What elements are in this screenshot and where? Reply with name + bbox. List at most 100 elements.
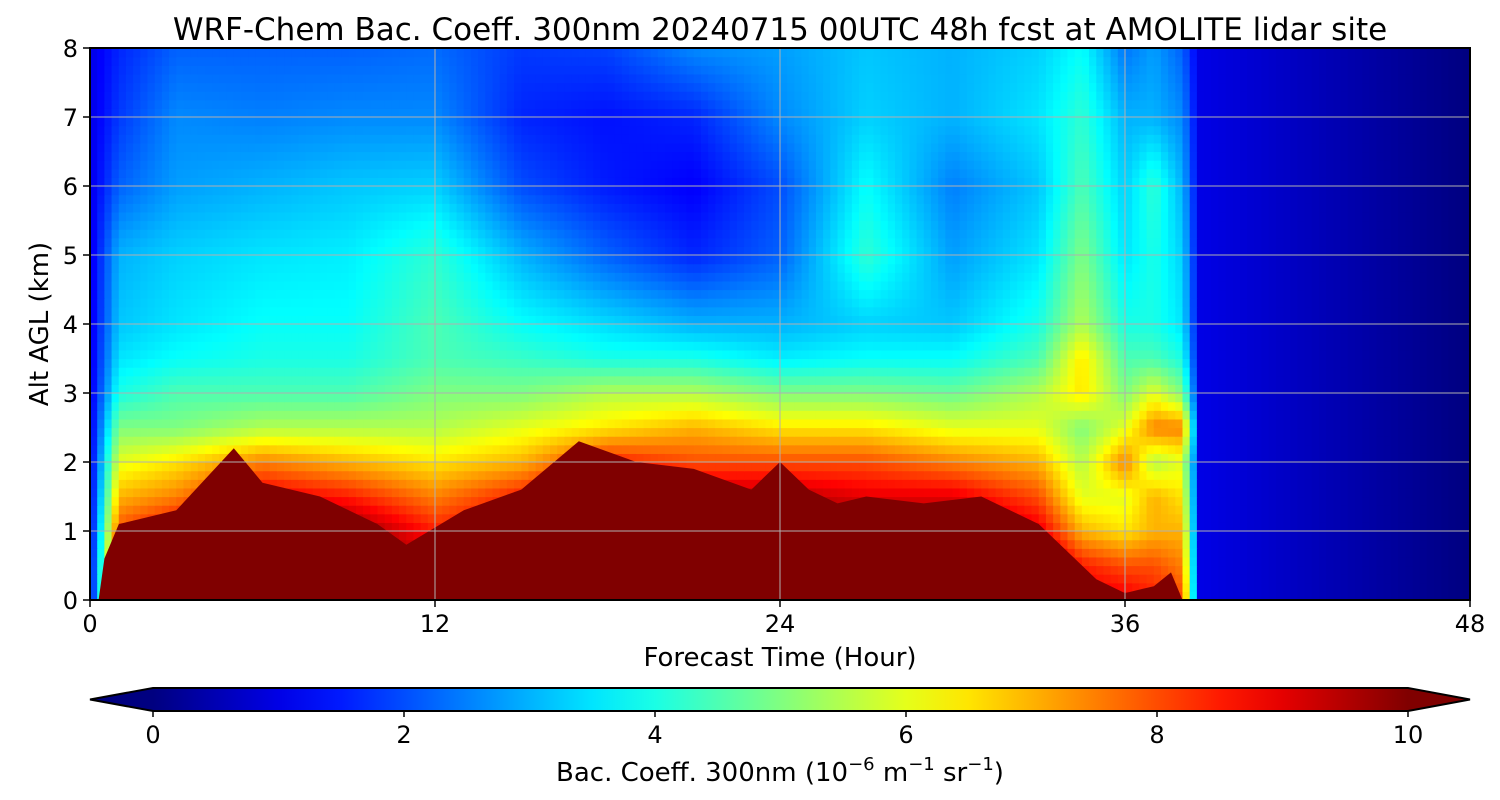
heatmap-cell — [528, 436, 537, 446]
heatmap-cell — [665, 427, 673, 437]
heatmap-cell — [1175, 453, 1184, 463]
heatmap-cell — [657, 375, 666, 385]
heatmap-cell — [370, 462, 379, 472]
heatmap-cell — [923, 375, 932, 385]
heatmap-cell — [851, 479, 860, 489]
heatmap-cell — [1053, 505, 1061, 515]
heatmap-cell — [463, 487, 472, 498]
heatmap-cell — [708, 427, 716, 437]
heatmap-cell — [133, 410, 141, 420]
heatmap-cell — [1398, 531, 1406, 541]
heatmap-cell — [974, 401, 982, 411]
heatmap-cell — [974, 427, 982, 437]
heatmap-cell — [1376, 487, 1385, 498]
heatmap-cell — [808, 470, 817, 480]
heatmap-cell — [1426, 470, 1435, 480]
heatmap-cell — [542, 462, 551, 472]
heatmap-cell — [1225, 375, 1234, 385]
heatmap-cell — [1455, 591, 1464, 600]
heatmap-cell — [384, 393, 393, 403]
heatmap-cell — [1326, 401, 1335, 411]
heatmap-cell — [240, 393, 249, 403]
heatmap-cell — [880, 401, 889, 411]
heatmap-cell — [1146, 427, 1155, 437]
heatmap-cell — [859, 479, 867, 489]
heatmap-cell — [125, 418, 134, 429]
heatmap-cell — [1089, 427, 1097, 437]
heatmap-cell — [1455, 401, 1464, 411]
heatmap-cell — [176, 375, 185, 385]
heatmap-cell — [1369, 427, 1378, 437]
heatmap-cell — [1412, 479, 1421, 489]
heatmap-cell — [1247, 574, 1255, 584]
heatmap-cell — [679, 393, 688, 403]
heatmap-cell — [1060, 462, 1069, 472]
heatmap-cell — [413, 496, 422, 506]
heatmap-cell — [787, 393, 795, 403]
heatmap-cell — [341, 436, 350, 446]
heatmap-cell — [1405, 487, 1414, 498]
heatmap-cell — [1189, 539, 1198, 549]
heatmap-cell — [1196, 582, 1205, 592]
heatmap-cell — [1333, 591, 1342, 600]
heatmap-cell — [190, 418, 199, 429]
heatmap-cell — [887, 487, 896, 498]
heatmap-cell — [1196, 418, 1205, 429]
heatmap-cell — [1462, 444, 1470, 454]
heatmap-cell — [1412, 375, 1421, 385]
heatmap-cell — [1146, 539, 1155, 549]
heatmap-cell — [844, 375, 853, 385]
heatmap-cell — [427, 487, 436, 498]
heatmap-cell — [1283, 427, 1291, 437]
heatmap-cell — [708, 444, 716, 454]
heatmap-cell — [1189, 470, 1198, 480]
heatmap-cell — [808, 462, 817, 472]
heatmap-cell — [708, 393, 716, 403]
heatmap-cell — [521, 401, 530, 411]
heatmap-cell — [966, 479, 975, 489]
heatmap-cell — [952, 479, 961, 489]
heatmap-cell — [629, 393, 637, 403]
heatmap-cell — [305, 462, 314, 472]
heatmap-cell — [118, 393, 127, 403]
heatmap-cell — [729, 453, 738, 463]
heatmap-cell — [1211, 565, 1220, 575]
heatmap-cell — [1053, 393, 1061, 403]
heatmap-cell — [679, 418, 688, 429]
heatmap-cell — [1304, 591, 1313, 600]
heatmap-cell — [1369, 582, 1378, 592]
heatmap-cell — [751, 375, 760, 385]
heatmap-cell — [1355, 591, 1363, 600]
heatmap-cell — [729, 410, 738, 420]
heatmap-cell — [744, 470, 752, 480]
heatmap-cell — [1081, 462, 1090, 472]
heatmap-cell — [154, 401, 163, 411]
heatmap-cell — [1390, 479, 1399, 489]
heatmap-cell — [758, 427, 767, 437]
heatmap-cell — [887, 444, 896, 454]
heatmap-cell — [291, 384, 300, 394]
heatmap-cell — [97, 453, 105, 463]
heatmap-cell — [334, 479, 343, 489]
heatmap-cell — [1168, 462, 1176, 472]
heatmap-cell — [1297, 531, 1306, 541]
heatmap-cell — [1261, 582, 1270, 592]
heatmap-cell — [1347, 462, 1356, 472]
heatmap-cell — [1390, 453, 1399, 463]
heatmap-cell — [1139, 401, 1148, 411]
heatmap-cell — [1160, 539, 1169, 549]
heatmap-cell — [1024, 418, 1033, 429]
heatmap-cell — [1261, 539, 1270, 549]
heatmap-cell — [1297, 539, 1306, 549]
heatmap-cell — [176, 436, 185, 446]
heatmap-cell — [830, 436, 839, 446]
heatmap-cell — [1103, 496, 1112, 506]
heatmap-cell — [1347, 470, 1356, 480]
heatmap-cell — [1038, 410, 1047, 420]
heatmap-cell — [880, 487, 889, 498]
heatmap-cell — [974, 487, 982, 498]
heatmap-cell — [1204, 401, 1212, 411]
heatmap-cell — [765, 375, 774, 385]
heatmap-cell — [1268, 418, 1277, 429]
heatmap-cell — [1247, 582, 1255, 592]
